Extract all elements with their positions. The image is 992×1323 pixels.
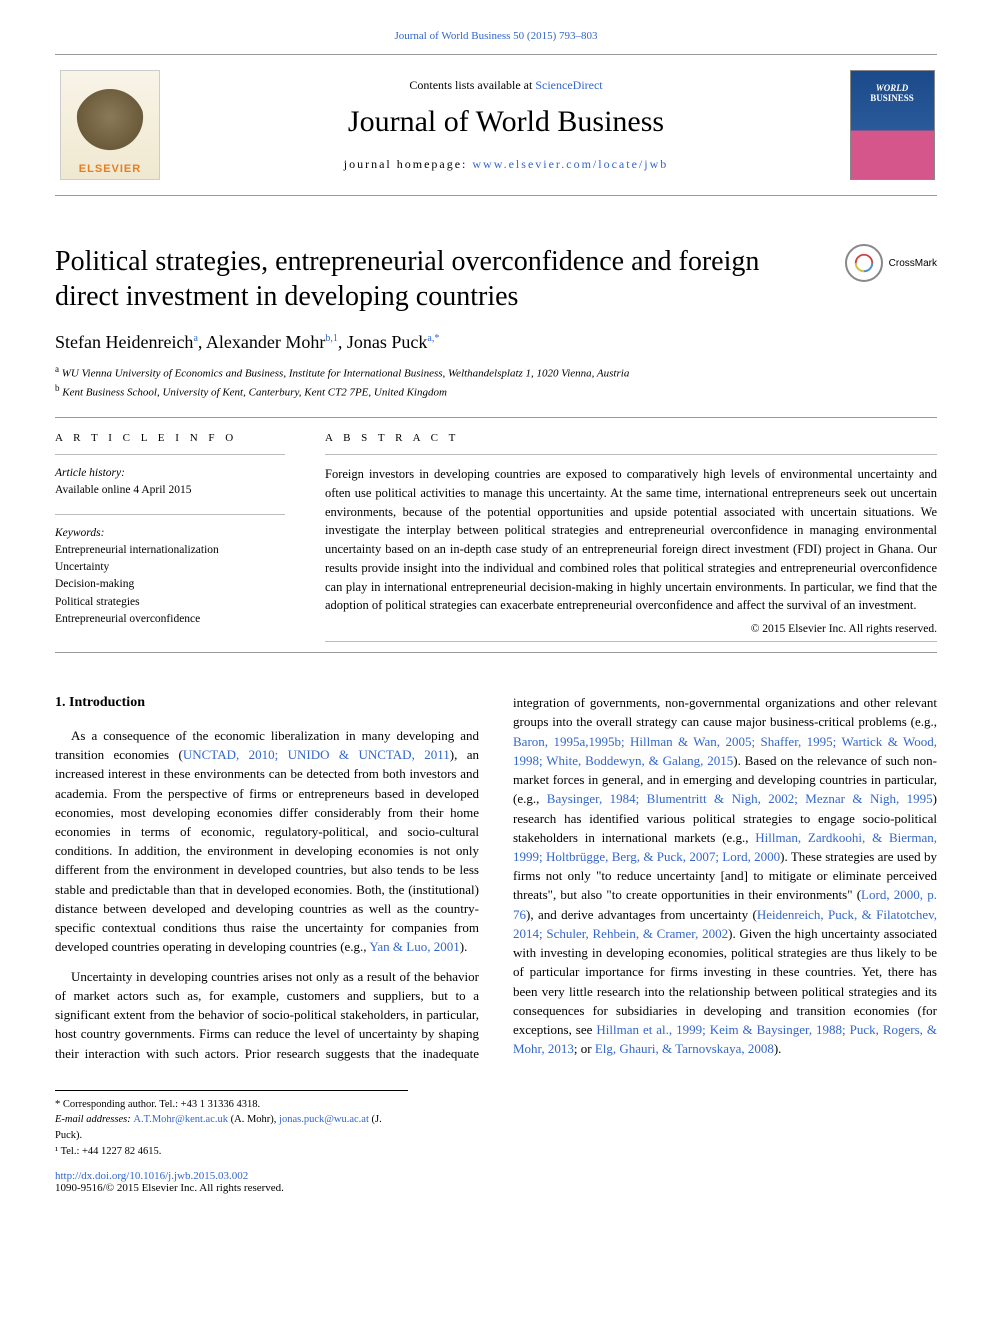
email-link[interactable]: jonas.puck@wu.ac.at xyxy=(279,1114,369,1125)
top-citation-anchor[interactable]: Journal of World Business 50 (2015) 793–… xyxy=(394,30,597,42)
paragraph: As a consequence of the economic liberal… xyxy=(55,726,479,957)
keywords-label: Keywords: xyxy=(55,525,285,542)
crossmark-icon xyxy=(845,244,883,282)
corresponding-author-note: * Corresponding author. Tel.: +43 1 3133… xyxy=(55,1097,408,1113)
masthead: ELSEVIER Contents lists available at Sci… xyxy=(55,54,937,196)
masthead-center: Contents lists available at ScienceDirec… xyxy=(185,78,827,172)
keyword-item: Entrepreneurial internationalization xyxy=(55,542,285,559)
divider xyxy=(55,514,285,515)
email-link[interactable]: A.T.Mohr@kent.ac.uk xyxy=(133,1114,228,1125)
top-citation-link[interactable]: Journal of World Business 50 (2015) 793–… xyxy=(55,30,937,42)
tel-footnote: ¹ Tel.: +44 1227 82 4615. xyxy=(55,1144,408,1160)
crossmark-badge[interactable]: CrossMark xyxy=(845,244,937,282)
author-3: Jonas Pucka,* xyxy=(347,332,439,352)
journal-title: Journal of World Business xyxy=(185,105,827,139)
abstract-label: A B S T R A C T xyxy=(325,432,937,444)
author-1: Stefan Heidenreicha xyxy=(55,332,198,352)
author-2-affil[interactable]: b,1 xyxy=(325,333,338,344)
citation-link[interactable]: Elg, Ghauri, & Tarnovskaya, 2008 xyxy=(595,1041,774,1056)
affiliation-a: WU Vienna University of Economics and Bu… xyxy=(62,368,630,380)
footnotes: * Corresponding author. Tel.: +43 1 3133… xyxy=(55,1090,408,1160)
citation-link[interactable]: UNCTAD, 2010; UNIDO & UNCTAD, 2011 xyxy=(183,747,450,762)
journal-cover[interactable]: WORLD BUSINESS xyxy=(847,65,937,185)
body-text: 1. Introduction As a consequence of the … xyxy=(55,693,937,1066)
cover-title-line2: BUSINESS xyxy=(870,93,914,103)
article-info-column: A R T I C L E I N F O Article history: A… xyxy=(55,432,285,652)
abstract-copyright: © 2015 Elsevier Inc. All rights reserved… xyxy=(325,623,937,635)
divider xyxy=(55,417,937,418)
doi-block: http://dx.doi.org/10.1016/j.jwb.2015.03.… xyxy=(55,1170,937,1194)
section-heading-1: 1. Introduction xyxy=(55,693,479,714)
cover-title-line1: WORLD xyxy=(876,83,909,93)
divider xyxy=(325,641,937,642)
author-1-affil[interactable]: a xyxy=(193,333,197,344)
article-history-text: Available online 4 April 2015 xyxy=(55,482,285,499)
elsevier-tree-icon xyxy=(75,89,145,159)
author-2: Alexander Mohrb,1 xyxy=(206,332,338,352)
keyword-item: Decision-making xyxy=(55,576,285,593)
affiliations: a WU Vienna University of Economics and … xyxy=(55,363,937,401)
homepage-link[interactable]: www.elsevier.com/locate/jwb xyxy=(472,157,668,171)
author-3-affil[interactable]: a,* xyxy=(427,333,439,344)
article-history-label: Article history: xyxy=(55,465,285,482)
abstract-column: A B S T R A C T Foreign investors in dev… xyxy=(325,432,937,652)
divider xyxy=(55,454,285,455)
contents-prefix: Contents lists available at xyxy=(409,78,535,92)
crossmark-label: CrossMark xyxy=(889,258,937,269)
abstract-text: Foreign investors in developing countrie… xyxy=(325,465,937,615)
citation-link[interactable]: Yan & Luo, 2001 xyxy=(369,939,459,954)
elsevier-wordmark: ELSEVIER xyxy=(79,163,141,175)
affiliation-b: Kent Business School, University of Kent… xyxy=(62,387,447,399)
article-title: Political strategies, entrepreneurial ov… xyxy=(55,244,825,314)
article-info-label: A R T I C L E I N F O xyxy=(55,432,285,444)
doi-link[interactable]: http://dx.doi.org/10.1016/j.jwb.2015.03.… xyxy=(55,1170,248,1182)
elsevier-logo[interactable]: ELSEVIER xyxy=(55,65,165,185)
email-label: E-mail addresses: xyxy=(55,1114,133,1125)
citation-link[interactable]: Baysinger, 1984; Blumentritt & Nigh, 200… xyxy=(547,791,933,806)
keyword-item: Entrepreneurial overconfidence xyxy=(55,611,285,628)
authors-list: Stefan Heidenreicha, Alexander Mohrb,1, … xyxy=(55,332,937,353)
issn-copyright: 1090-9516/© 2015 Elsevier Inc. All right… xyxy=(55,1182,937,1194)
sciencedirect-link[interactable]: ScienceDirect xyxy=(535,78,602,92)
divider xyxy=(325,454,937,455)
homepage-prefix: journal homepage: xyxy=(344,157,473,171)
keyword-item: Uncertainty xyxy=(55,559,285,576)
keyword-item: Political strategies xyxy=(55,594,285,611)
divider xyxy=(55,652,937,653)
